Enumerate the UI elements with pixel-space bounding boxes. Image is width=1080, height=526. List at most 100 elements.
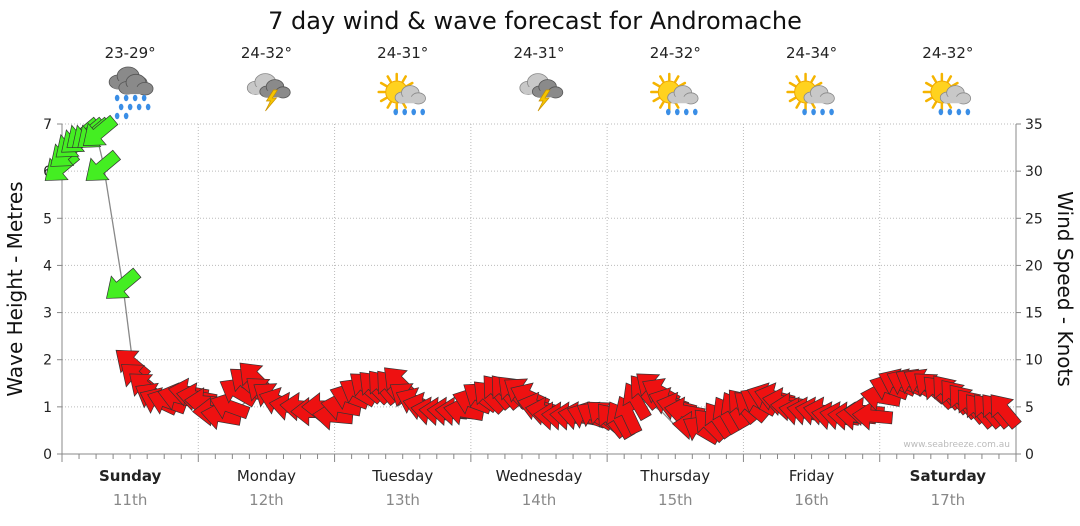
y-tick-label-left: 4 — [43, 258, 52, 274]
sun-ray — [795, 75, 801, 83]
temperature-range-sunday: 23-29° — [105, 44, 156, 62]
rain-drop — [965, 108, 971, 116]
wind-arrow — [82, 114, 119, 147]
date-label-monday: 12th — [249, 491, 283, 509]
rain-drop — [674, 108, 680, 116]
day-label-sunday: Sunday — [99, 467, 162, 485]
temperature-range-wednesday: 24-31° — [513, 44, 564, 62]
y-tick-label-right: 15 — [1025, 306, 1043, 322]
y-tick-label-right: 20 — [1025, 258, 1043, 274]
rain-drop — [420, 108, 426, 116]
sun-ray — [925, 81, 933, 88]
day-label-saturday: Saturday — [910, 467, 987, 485]
sun-ray — [401, 75, 407, 83]
sun-ray — [931, 101, 938, 109]
sun-ray — [925, 96, 933, 103]
day-label-thursday: Thursday — [639, 467, 710, 485]
rain-drop — [136, 103, 142, 111]
wind-arrow — [990, 394, 1022, 430]
sun-ray — [659, 75, 665, 83]
temperature-range-saturday: 24-32° — [922, 44, 973, 62]
sun-ray — [659, 101, 665, 109]
rain-drop — [692, 108, 698, 116]
temperature-range-friday: 24-34° — [786, 44, 837, 62]
day-label-friday: Friday — [789, 467, 835, 485]
rain-drop — [393, 108, 399, 116]
rain-drop — [802, 108, 807, 116]
rain-drop — [123, 94, 129, 102]
y-tick-label-right: 30 — [1025, 164, 1043, 180]
storm-cloud-icon — [519, 73, 564, 112]
date-label-saturday: 17th — [931, 491, 965, 509]
y-tick-label-right: 25 — [1025, 211, 1043, 227]
y-tick-label-right: 35 — [1025, 117, 1043, 133]
y-tick-label-left: 7 — [43, 117, 52, 133]
sun-ray — [810, 75, 816, 83]
y-tick-label-left: 3 — [43, 306, 52, 322]
lightning-bolt — [265, 89, 279, 112]
rain-drop — [114, 112, 120, 120]
sun-ray — [946, 75, 953, 83]
rain-drop — [127, 103, 133, 111]
day-label-wednesday: Wednesday — [496, 467, 583, 485]
day-label-tuesday: Tuesday — [371, 467, 433, 485]
sun-ray — [788, 81, 797, 88]
y-tick-label-left: 1 — [43, 400, 52, 416]
rain-drop — [683, 108, 689, 116]
lightning-bolt — [537, 89, 551, 112]
rain-drop — [118, 103, 124, 111]
y-axis-label-right: Wind Speed - Knots — [1053, 191, 1077, 387]
sun-showers-icon — [786, 72, 835, 116]
rain-drop — [411, 108, 417, 116]
sun-ray — [379, 81, 388, 88]
sun-ray — [795, 101, 801, 109]
temperature-range-tuesday: 24-31° — [377, 44, 428, 62]
y-tick-label-right: 0 — [1025, 447, 1034, 463]
sun-showers-icon — [922, 72, 972, 116]
rain-drop — [123, 112, 129, 120]
sun-showers-icon — [650, 72, 699, 116]
rain-drop — [141, 94, 147, 102]
sun-ray — [386, 101, 392, 109]
date-label-tuesday: 13th — [385, 491, 419, 509]
day-label-monday: Monday — [237, 467, 296, 485]
rain-drop — [132, 94, 138, 102]
wind-arrow — [85, 149, 122, 181]
sun-ray — [788, 96, 797, 103]
rain-drop — [820, 108, 825, 116]
storm-cloud-icon — [246, 73, 291, 112]
y-tick-label-right: 5 — [1025, 400, 1034, 416]
sun-ray — [386, 75, 392, 83]
y-tick-label-right: 10 — [1025, 353, 1043, 369]
rain-drop — [947, 108, 953, 116]
y-tick-label-left: 2 — [43, 353, 52, 369]
temperature-range-thursday: 24-32° — [650, 44, 701, 62]
rain-drop — [938, 108, 944, 116]
sun-ray — [652, 96, 661, 103]
rain-drop — [145, 103, 151, 111]
rain-cloud-icon — [108, 66, 154, 120]
wind-arrow — [106, 267, 142, 299]
y-tick-label-left: 0 — [43, 447, 52, 463]
rain-drop — [956, 108, 962, 116]
cloud-base — [942, 96, 967, 104]
cloud-base — [121, 86, 149, 95]
cloud-base — [397, 96, 422, 104]
wave-height-line — [61, 132, 1003, 432]
rain-drop — [829, 108, 834, 116]
date-label-friday: 16th — [794, 491, 828, 509]
rain-drop — [811, 108, 816, 116]
rain-drop — [402, 108, 408, 116]
date-label-wednesday: 14th — [522, 491, 556, 509]
y-tick-label-left: 5 — [43, 211, 52, 227]
temperature-range-monday: 24-32° — [241, 44, 292, 62]
sun-ray — [931, 75, 938, 83]
date-label-thursday: 15th — [658, 491, 692, 509]
date-label-sunday: 11th — [113, 491, 147, 509]
cloud-base — [806, 96, 831, 104]
sun-showers-icon — [377, 72, 426, 116]
sun-ray — [674, 75, 680, 83]
watermark: www.seabreeze.com.au — [903, 440, 1010, 450]
